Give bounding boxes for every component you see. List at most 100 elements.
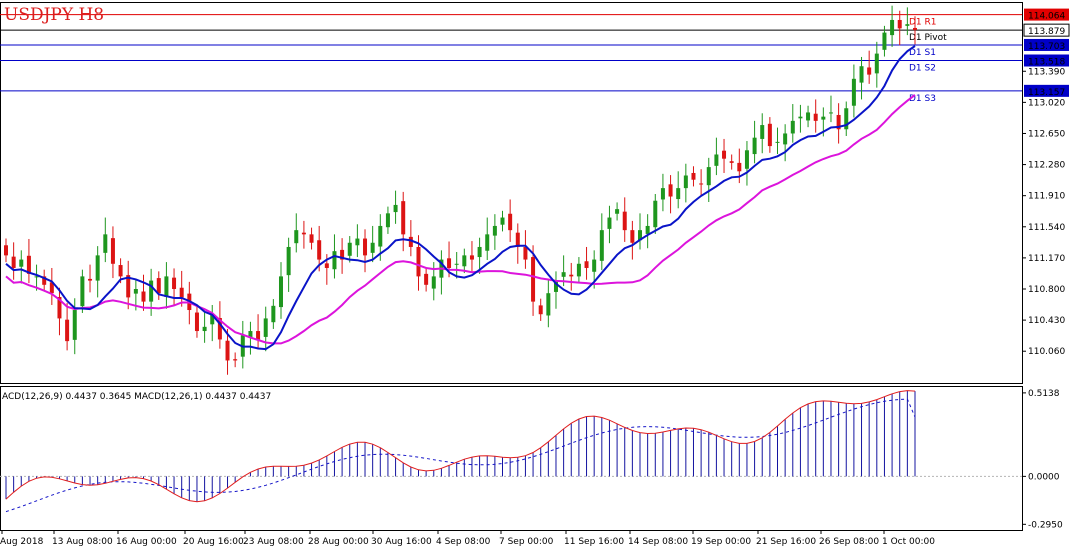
candle-body (905, 24, 910, 26)
time-tick-label: 11 Sep 16:00 (564, 537, 624, 547)
candle-body (370, 242, 375, 253)
candle-body (103, 234, 108, 253)
candle-body (355, 238, 360, 246)
candle-body (783, 133, 788, 145)
candles (4, 5, 917, 375)
candle-body (729, 161, 734, 163)
frame (0, 2, 1023, 531)
candle-body (622, 211, 627, 231)
candle-body (737, 162, 742, 172)
candle-body (798, 116, 803, 119)
candle-body (890, 19, 895, 36)
candle-body (806, 112, 811, 121)
candle-body (676, 188, 681, 200)
macd-tick-label: 0.5138 (1028, 389, 1060, 399)
price-tick-label: 110.060 (1028, 347, 1065, 357)
candle-body (553, 280, 558, 292)
price-highlight (1024, 84, 1069, 97)
candle-body (599, 230, 604, 261)
candle-body (523, 246, 528, 260)
candle-body (897, 19, 902, 29)
candle-body (767, 123, 772, 147)
candle-body (332, 251, 337, 270)
candle-body (485, 234, 490, 251)
candle-body (4, 245, 8, 256)
candle-body (844, 108, 849, 130)
chart-title: USDJPY H8 (4, 5, 104, 25)
candle-body (531, 257, 536, 302)
candle-body (714, 154, 719, 166)
ma-magenta-line (5, 94, 916, 345)
candle-body (760, 125, 765, 139)
candle-body (80, 276, 85, 307)
candle-body (706, 167, 711, 186)
level-label: D1 R1 (909, 18, 937, 28)
candle-body (34, 276, 39, 278)
level-label: D1 S2 (909, 63, 936, 73)
price-panel-frame (0, 2, 1023, 384)
time-tick-label: 28 Aug 00:00 (308, 537, 369, 547)
macd-signal-line (5, 398, 916, 513)
time-tick-label: Aug 2018 (0, 537, 44, 547)
level-label: D1 S1 (909, 48, 936, 58)
candle-body (913, 27, 917, 31)
candle-body (210, 314, 215, 325)
time-tick-label: 4 Sep 08:00 (436, 537, 491, 547)
candle-body (538, 305, 543, 315)
candle-body (363, 238, 368, 256)
candle-body (492, 225, 497, 236)
time-axis: Aug 2018 13 Aug 08:00 16 Aug 00:00 20 Aug 1… (0, 530, 935, 547)
time-tick-label: 19 Sep 00:00 (691, 537, 751, 547)
candle-body (141, 291, 146, 302)
price-tick-label: 113.020 (1028, 98, 1065, 108)
macd-panel-frame (0, 386, 1023, 531)
candle-body (638, 230, 643, 241)
macd-axis: 0.5138 0.0000 -0.2950 (1022, 389, 1063, 530)
candle-body (317, 240, 322, 260)
macd-indicator-label: ACD(12,26,9) 0.4437 0.3645 MACD(12,26,1)… (2, 392, 271, 402)
candle-body (813, 113, 818, 121)
candle-body (607, 217, 612, 229)
candle-body (72, 310, 77, 340)
candle-body (49, 282, 54, 294)
candle-body (309, 234, 314, 243)
candle-body (172, 277, 177, 289)
candle-body (278, 276, 283, 308)
candle-body (294, 230, 299, 244)
candle-body (447, 258, 452, 268)
candle-body (286, 246, 291, 276)
macd-tick-label: 0.0000 (1028, 472, 1060, 482)
level-label: D1 S3 (909, 94, 936, 104)
candle-body (546, 293, 551, 316)
macd-line (5, 390, 916, 503)
candle-body (744, 150, 749, 169)
candle-body (256, 331, 261, 340)
price-tick-label: 113.390 (1028, 67, 1065, 77)
time-tick-label: 20 Aug 16:00 (183, 537, 244, 547)
price-tick-label: 111.540 (1028, 223, 1065, 233)
time-tick-label: 21 Sep 16:00 (756, 537, 816, 547)
candle-body (859, 66, 864, 83)
candle-body (164, 276, 169, 297)
ma-blue-line (5, 45, 916, 351)
candle-body (225, 340, 230, 361)
candle-body (836, 114, 841, 130)
candle-body (126, 275, 131, 298)
candle-body (584, 261, 589, 268)
price-highlight (1024, 54, 1069, 67)
price-highlight (1024, 38, 1069, 51)
candle-body (790, 120, 795, 134)
time-tick-label: 7 Sep 00:00 (499, 537, 554, 547)
candle-body (271, 305, 276, 323)
time-tick-label: 23 Aug 08:00 (243, 537, 304, 547)
candle-body (88, 278, 93, 281)
candle-body (454, 263, 459, 265)
candle-body (156, 278, 161, 294)
candle-body (424, 273, 429, 285)
candle-body (26, 255, 31, 274)
candle-body (867, 67, 872, 75)
candle-body (42, 276, 47, 285)
candle-body (378, 225, 383, 247)
price-tick-label: 110.800 (1028, 285, 1065, 295)
